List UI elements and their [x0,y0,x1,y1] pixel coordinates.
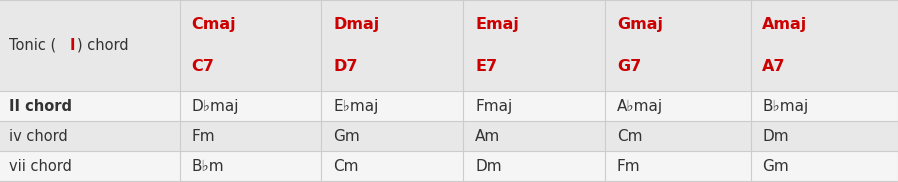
Text: Cm: Cm [333,159,358,174]
Text: A7: A7 [762,59,786,74]
Text: Cmaj: Cmaj [191,17,236,32]
Text: E♭maj: E♭maj [333,98,379,114]
Text: Gmaj: Gmaj [617,17,663,32]
Text: iv chord: iv chord [9,128,67,144]
Text: vii chord: vii chord [9,159,72,174]
Text: C7: C7 [191,59,214,74]
Text: Gm: Gm [333,128,360,144]
Bar [0,121,898,151]
Text: Cm: Cm [617,128,642,144]
Text: Dm: Dm [762,128,789,144]
Text: Fmaj: Fmaj [475,98,512,114]
Text: G7: G7 [617,59,641,74]
Text: ) chord: ) chord [77,38,128,53]
Text: Tonic (: Tonic ( [9,38,57,53]
Text: B♭maj: B♭maj [762,98,809,114]
Text: Gm: Gm [762,159,789,174]
Text: Fm: Fm [191,128,215,144]
Text: D♭maj: D♭maj [191,98,239,114]
Bar [0,151,898,181]
Text: Fm: Fm [617,159,640,174]
Text: I: I [70,38,75,53]
Bar [0,91,898,121]
Text: Emaj: Emaj [475,17,519,32]
Text: II chord: II chord [9,98,72,114]
Text: E7: E7 [475,59,497,74]
Text: D7: D7 [333,59,357,74]
Text: Am: Am [475,128,500,144]
Text: Dmaj: Dmaj [333,17,380,32]
Text: B♭m: B♭m [191,159,224,174]
Bar [0,0,898,91]
Text: Amaj: Amaj [762,17,807,32]
Text: Dm: Dm [475,159,502,174]
Text: A♭maj: A♭maj [617,98,663,114]
